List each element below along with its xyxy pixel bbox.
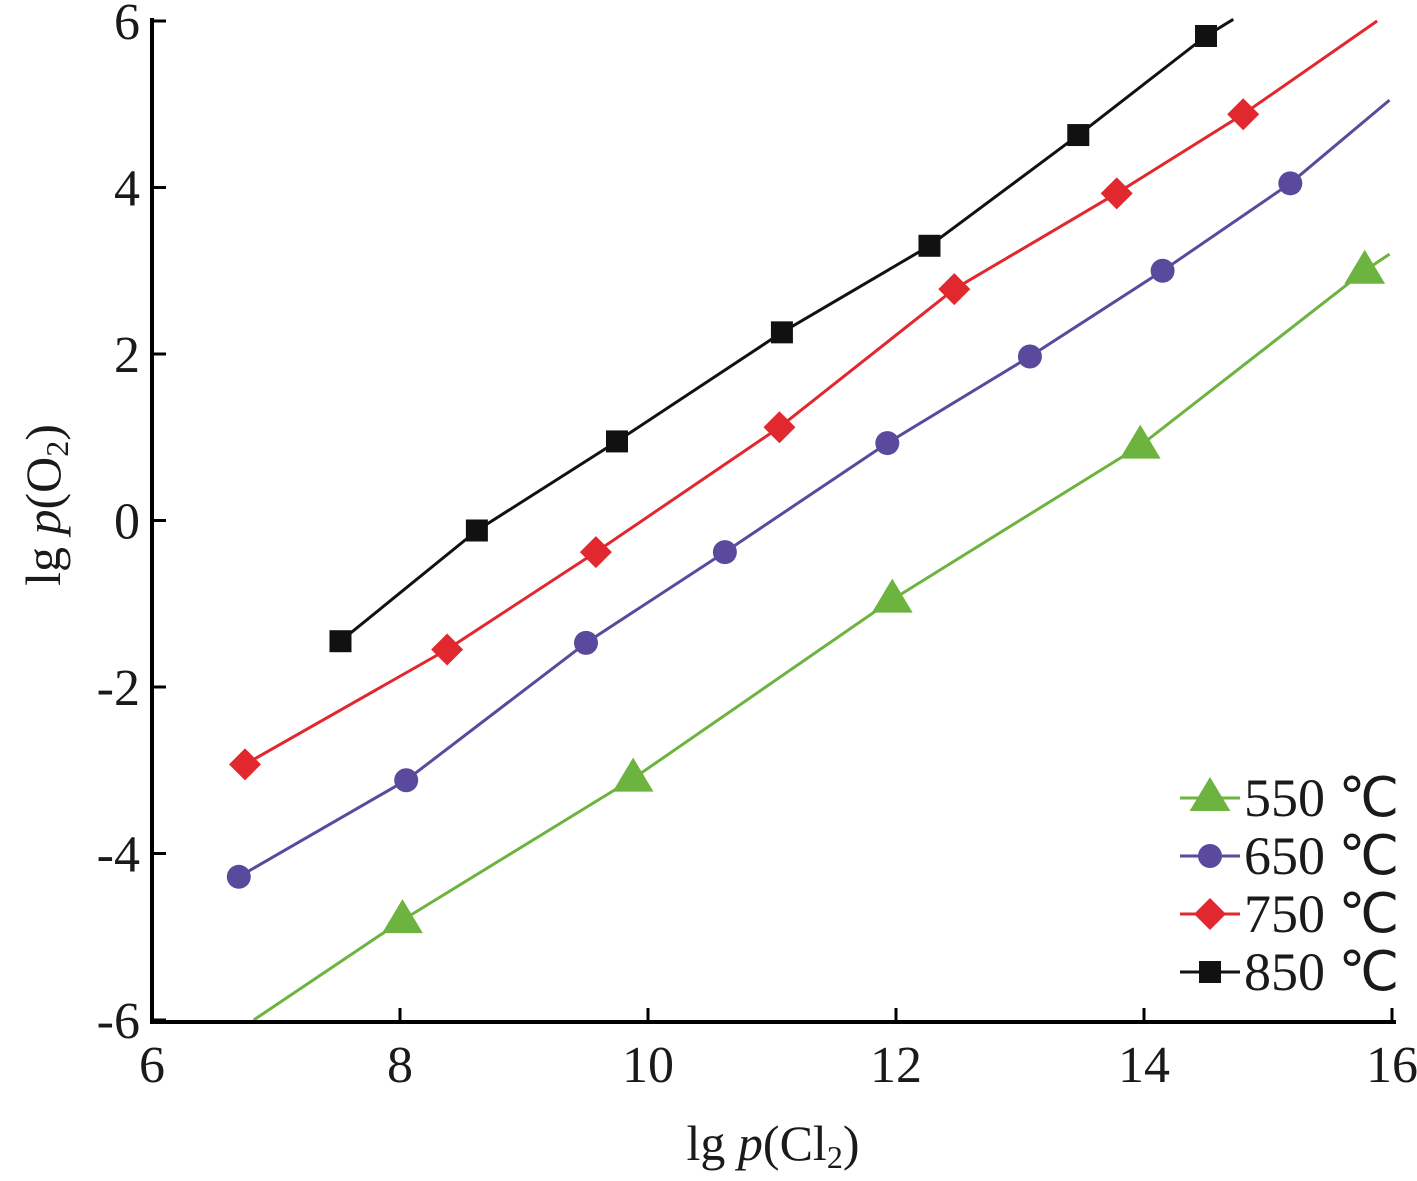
- data-point-triangle: [1344, 249, 1386, 284]
- x-axis-title-species: Cl: [780, 1115, 827, 1171]
- y-tick-label: 0: [114, 494, 140, 551]
- y-tick-label: 6: [114, 0, 140, 51]
- plot-markers: [226, 24, 1386, 934]
- data-point-circle: [1017, 344, 1042, 369]
- data-point-circle: [712, 540, 737, 565]
- x-tick-label: 16: [1366, 1037, 1417, 1094]
- data-point-diamond: [938, 273, 971, 306]
- x-tick-label: 8: [387, 1037, 413, 1094]
- data-point-square: [1067, 124, 1090, 147]
- y-axis-title-close: ): [15, 424, 71, 441]
- legend-marker-square: [1199, 961, 1221, 983]
- y-tick-label: 2: [114, 327, 140, 384]
- y-tick-label: -2: [97, 660, 140, 717]
- y-axis-title-prefix: lg: [15, 535, 71, 586]
- x-axis-title-close: ): [843, 1115, 860, 1171]
- data-point-square: [770, 321, 793, 344]
- legend-label: 650 ℃: [1244, 826, 1399, 886]
- legend-label: 850 ℃: [1244, 942, 1399, 1002]
- x-tick-label: 6: [139, 1037, 165, 1094]
- x-axis-title-sub: 2: [827, 1139, 843, 1175]
- data-point-circle: [1150, 258, 1175, 283]
- legend-marker-diamond: [1194, 898, 1226, 930]
- y-axis-title-sub: 2: [39, 441, 75, 457]
- plot-lines: [238, 18, 1391, 1022]
- data-point-diamond: [1227, 98, 1260, 131]
- x-tick-label: 12: [870, 1037, 922, 1094]
- data-point-diamond: [431, 633, 464, 666]
- y-axis-title-species: O: [15, 457, 71, 493]
- legend-label: 550 ℃: [1244, 768, 1399, 828]
- data-point-circle: [1278, 171, 1303, 196]
- data-point-diamond: [579, 536, 612, 569]
- y-axis-title-italic: p: [15, 510, 71, 538]
- series-line-1: [238, 98, 1391, 879]
- data-point-triangle: [1119, 424, 1161, 459]
- data-point-circle: [875, 431, 900, 456]
- ticks: 6 8 10 12 14 16 -6 -4 -2 0 2 4 6: [97, 0, 1417, 1094]
- x-axis-title-prefix: lg: [687, 1115, 738, 1171]
- data-point-triangle: [382, 899, 423, 934]
- y-tick-label: -4: [97, 827, 140, 884]
- data-point-square: [329, 630, 352, 653]
- y-axis-title-open: (: [15, 493, 71, 510]
- y-tick-label: 4: [114, 161, 140, 218]
- data-point-square: [465, 519, 488, 542]
- legend-marker-circle: [1198, 844, 1222, 868]
- y-tick-label: -6: [97, 993, 140, 1050]
- x-axis-title-open: (: [763, 1115, 780, 1171]
- series-line-0: [252, 252, 1391, 1022]
- data-point-square: [606, 430, 628, 453]
- data-point-diamond: [229, 748, 261, 781]
- legend-marker-triangle: [1189, 777, 1231, 812]
- data-point-diamond: [763, 411, 796, 444]
- x-axis-title-italic: p: [735, 1115, 763, 1171]
- x-tick-label: 14: [1118, 1037, 1170, 1094]
- x-axis-title: lg p(Cl2): [687, 1115, 860, 1175]
- data-point-triangle: [871, 578, 913, 613]
- data-point-square: [918, 234, 941, 257]
- data-point-circle: [574, 630, 598, 655]
- data-point-circle: [226, 864, 251, 889]
- legend-label: 750 ℃: [1244, 884, 1399, 944]
- y-axis-title: lg p(O2): [15, 424, 75, 586]
- series-line-3: [339, 18, 1235, 643]
- data-point-square: [1195, 24, 1217, 47]
- series-line-2: [244, 19, 1378, 766]
- data-point-diamond: [1100, 177, 1133, 210]
- x-tick-label: 10: [622, 1037, 674, 1094]
- data-point-circle: [394, 768, 419, 793]
- data-point-triangle: [612, 757, 654, 792]
